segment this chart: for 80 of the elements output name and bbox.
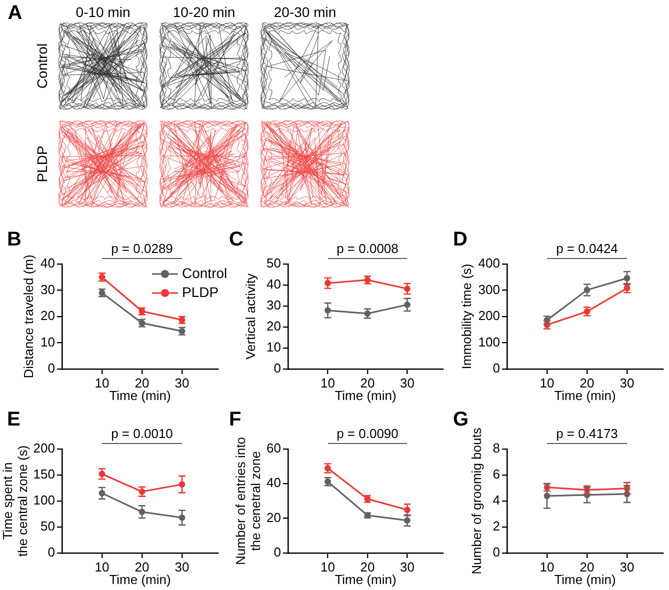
x-tick-label: 30 — [400, 375, 414, 390]
y-tick-label: 2 — [492, 518, 500, 534]
y-tick-label: 8 — [492, 440, 500, 456]
y-tick-label: 40 — [266, 276, 281, 292]
category-label: 10-20 min — [172, 4, 236, 20]
text: A — [8, 2, 22, 24]
y-axis-title: Number of groomig bouts — [469, 427, 484, 574]
category-label: 20-30 min — [274, 4, 336, 20]
y-tick-label: 50 — [40, 518, 55, 534]
x-tick-label: 20 — [580, 375, 594, 390]
category-label: 0-10 min — [76, 4, 130, 20]
y-tick-label: 10 — [266, 340, 281, 355]
y-tick-label: 0 — [48, 360, 55, 376]
x-tick-label: 30 — [174, 375, 190, 390]
y-tick-label: 200 — [478, 308, 500, 324]
x-tick-label: 30 — [400, 559, 414, 574]
x-tick-label: 10 — [320, 559, 335, 574]
y-tick-label: 30 — [40, 282, 55, 297]
x-tick-label: 20 — [360, 375, 375, 390]
x-tick-label: 30 — [174, 559, 190, 574]
x-tick-label: 20 — [580, 559, 594, 574]
y-tick-label: 20 — [40, 308, 55, 324]
category-label: PLDP — [34, 146, 50, 182]
x-tick-label: 30 — [620, 559, 634, 574]
y-tick-label: 0 — [492, 360, 500, 376]
chart-title: E — [7, 408, 20, 431]
y-axis-title: Immobility time (s) — [459, 264, 474, 370]
x-tick-label: 10 — [320, 375, 335, 390]
x-axis-title: Time (min) — [554, 388, 616, 404]
y-tick-label: 100 — [33, 492, 55, 508]
x-tick-label: 10 — [94, 375, 110, 390]
x-axis-title: Time (min) — [554, 572, 616, 588]
chart-title: G — [453, 408, 469, 431]
y-axis-title: Number of entries into the cenetral zone — [233, 437, 264, 565]
chart-title: C — [229, 228, 244, 251]
y-tick-label: 200 — [33, 440, 55, 456]
text: p = 0.0008 — [336, 241, 398, 256]
y-tick-label: 30 — [266, 298, 281, 313]
y-tick-label: 100 — [478, 334, 500, 350]
x-axis-title: Time (min) — [109, 388, 171, 404]
x-axis-title: Time (min) — [334, 572, 396, 588]
y-tick-label: 0 — [274, 360, 281, 376]
y-tick-label: 50 — [266, 256, 281, 271]
y-tick-label: 40 — [266, 475, 281, 490]
text: p = 0.0424 — [556, 241, 618, 256]
y-tick-label: 0 — [48, 544, 55, 560]
text: p = 0.0010 — [111, 426, 173, 442]
chart-title: D — [453, 228, 468, 251]
y-tick-label: 10 — [40, 334, 55, 350]
x-tick-label: 10 — [94, 559, 110, 574]
x-tick-label: 20 — [134, 559, 150, 574]
legend-label: PLDP — [182, 284, 219, 300]
text: p = 0.0289 — [111, 241, 173, 256]
text: p = 0.0090 — [336, 426, 398, 442]
legend-label: Control — [182, 264, 228, 281]
y-tick-label: 20 — [266, 510, 281, 525]
x-tick-label: 30 — [620, 375, 634, 390]
y-tick-label: 20 — [266, 318, 281, 334]
x-axis-title: Time (min) — [109, 572, 171, 588]
y-tick-label: 4 — [492, 492, 500, 508]
x-tick-label: 20 — [134, 375, 150, 390]
chart-title: F — [229, 408, 242, 431]
x-tick-label: 20 — [360, 559, 375, 574]
category-label: Control — [34, 43, 50, 89]
chart-title: B — [7, 228, 22, 251]
y-tick-label: 300 — [478, 282, 500, 297]
y-axis-title: Vertical activity — [243, 273, 258, 360]
y-tick-label: 150 — [33, 466, 55, 482]
text: p = 0.4173 — [556, 426, 618, 442]
y-tick-label: 60 — [266, 440, 281, 456]
y-axis-title: Distance traveled (m) — [21, 254, 36, 378]
y-tick-label: 40 — [40, 256, 55, 271]
y-tick-label: 0 — [274, 544, 281, 560]
x-tick-label: 10 — [540, 375, 554, 390]
y-tick-label: 400 — [478, 256, 500, 271]
x-tick-label: 10 — [540, 559, 554, 574]
y-tick-label: 0 — [492, 544, 500, 560]
y-tick-label: 6 — [492, 466, 500, 482]
y-axis-title: Time spent in the central zone (s) — [0, 445, 30, 557]
x-axis-title: Time (min) — [334, 388, 396, 404]
